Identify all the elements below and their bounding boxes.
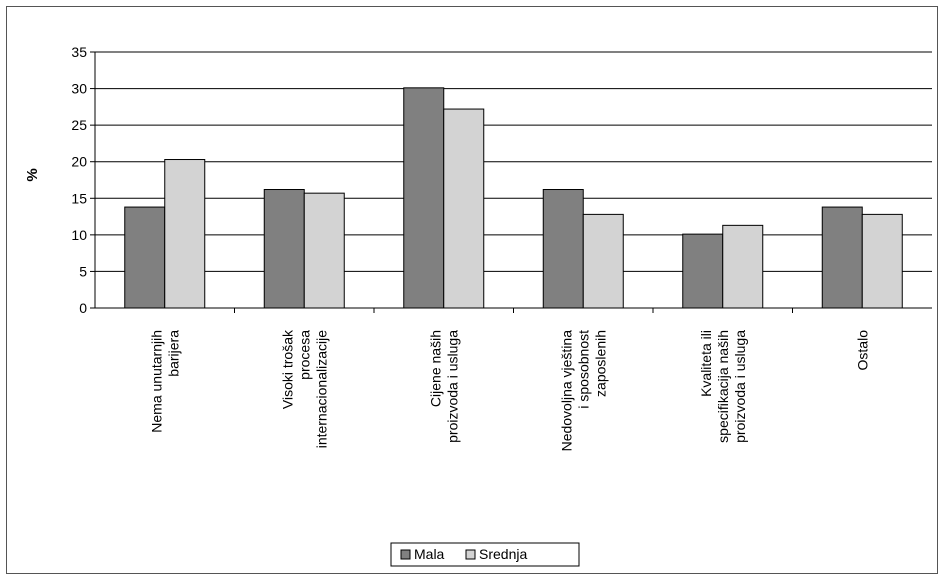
bar-mala <box>682 233 724 309</box>
bar-srednja <box>443 108 485 309</box>
legend-box <box>390 542 580 567</box>
y-tick-label: 5 <box>79 263 87 279</box>
legend: Mala Srednja <box>390 542 580 567</box>
chart-frame: 0 5 10 15 20 25 30 35 Nema unutarnjihbarijera Vi… <box>6 6 938 574</box>
legend-swatch <box>465 549 476 560</box>
category-label: Kvaliteta ilispecifikacija našihproizvod… <box>698 330 748 443</box>
category-label-line: zaposlenih <box>592 330 608 397</box>
category-label-line: internacionalizacije <box>313 330 329 449</box>
legend-swatch <box>400 549 411 560</box>
category-label-line: Ostalo <box>854 330 870 371</box>
axes <box>90 51 932 313</box>
bar-mala <box>542 189 584 309</box>
category-label-line: Nema unutarnjih <box>148 330 164 433</box>
category-label-line: i sposobnost <box>575 330 591 409</box>
bars <box>124 87 903 309</box>
category-label-line: Nedovoljna vještina <box>558 330 574 452</box>
legend-label: Mala <box>414 546 445 562</box>
bar-srednja <box>303 192 345 309</box>
bar-srednja <box>164 159 206 309</box>
y-axis-title: % <box>24 168 41 181</box>
y-tick-label: 0 <box>79 300 87 316</box>
bar-chart: 0 5 10 15 20 25 30 35 Nema unutarnjihbarijera Vi… <box>24 44 932 567</box>
bar-mala <box>403 87 445 309</box>
y-tick-label: 20 <box>71 154 87 170</box>
category-label-line: Visoki trošak <box>279 329 295 409</box>
category-label: Nema unutarnjihbarijera <box>148 330 181 433</box>
bar-srednja <box>582 213 624 309</box>
category-label: Cijene našihproizvoda i usluga <box>427 330 460 443</box>
category-label-line: Cijene naših <box>427 330 443 407</box>
category-label-line: procesa <box>296 330 312 380</box>
bar-mala <box>124 206 166 309</box>
bar-srednja <box>861 213 903 309</box>
legend-label: Srednja <box>479 546 527 562</box>
y-tick-labels: 0 5 10 15 20 25 30 35 <box>71 44 87 316</box>
category-labels: Nema unutarnjihbarijera Visoki trošakproc… <box>148 329 870 451</box>
bar-mala <box>821 206 863 309</box>
category-label: Visoki trošakprocesainternacionalizacije <box>279 329 329 448</box>
y-tick-label: 10 <box>71 227 87 243</box>
category-label-line: proizvoda i usluga <box>444 330 460 443</box>
bar-srednja <box>722 224 764 309</box>
category-label-line: Kvaliteta ili <box>698 330 714 397</box>
category-label: Ostalo <box>854 330 870 371</box>
category-label: Nedovoljna vještinai sposobnostzaposleni… <box>558 330 608 452</box>
y-tick-label: 35 <box>71 44 87 60</box>
y-tick-label: 30 <box>71 81 87 97</box>
y-tick-label: 25 <box>71 117 87 133</box>
category-label-line: barijera <box>165 330 181 377</box>
category-label-line: specifikacija naših <box>715 330 731 443</box>
y-tick-label: 15 <box>71 190 87 206</box>
bar-mala <box>263 189 305 309</box>
gridlines <box>95 51 932 272</box>
category-label-line: proizvoda i usluga <box>732 330 748 443</box>
